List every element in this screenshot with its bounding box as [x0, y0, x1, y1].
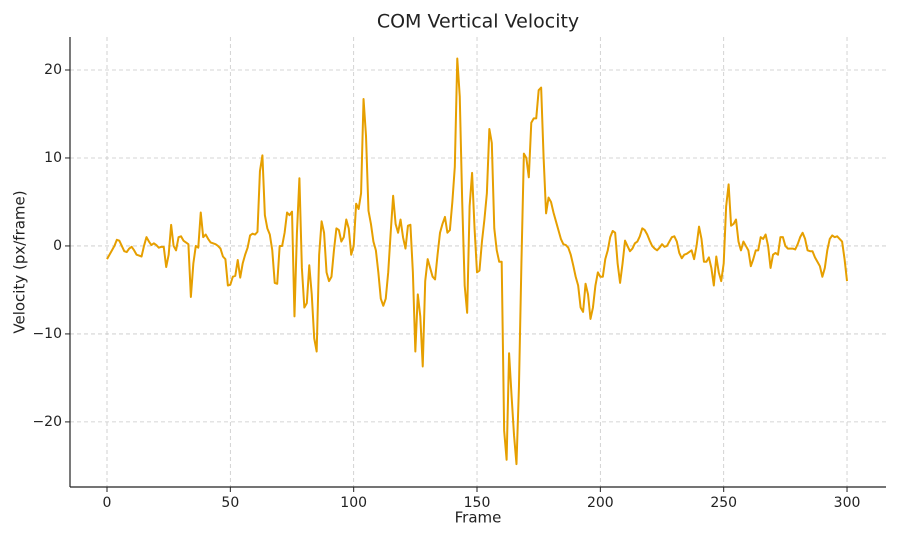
x-axis-label: Frame [455, 509, 502, 527]
y-tick-label: 0 [53, 238, 62, 254]
y-axis-label: Velocity (px/frame) [11, 190, 29, 333]
x-tick-label: 200 [587, 495, 614, 511]
x-tick-label: 0 [103, 495, 112, 511]
x-tick-label: 50 [221, 495, 239, 511]
y-tick-label: −10 [32, 326, 62, 342]
line [106, 57, 849, 466]
y-tick-label: 20 [44, 62, 62, 78]
x-tick-label: 300 [834, 495, 861, 511]
y-tick-label: −20 [32, 414, 62, 430]
chart-title: COM Vertical Velocity [377, 11, 579, 33]
x-tick-label: 150 [464, 495, 491, 511]
x-tick-label: 100 [340, 495, 367, 511]
y-tick-label: 10 [44, 150, 62, 166]
x-tick-label: 250 [710, 495, 737, 511]
